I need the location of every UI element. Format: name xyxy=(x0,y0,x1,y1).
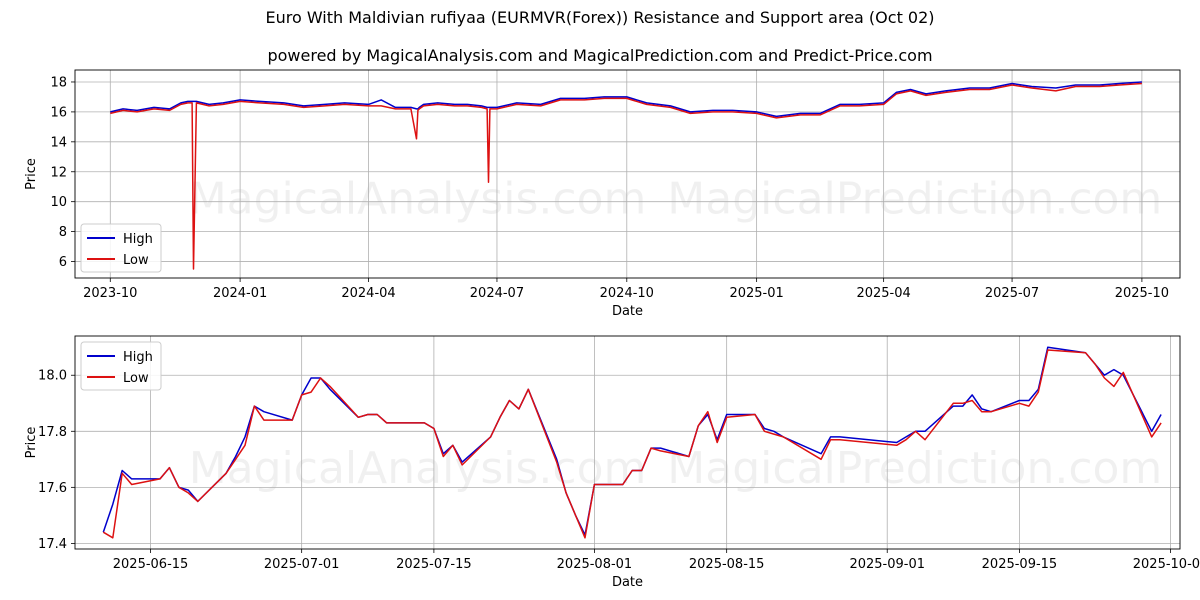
x-tick-label: 2025-08-01 xyxy=(557,557,633,572)
chart-title: Euro With Maldivian rufiyaa (EURMVR(Fore… xyxy=(265,8,935,27)
y-tick-label: 17.6 xyxy=(38,481,67,496)
y-tick-label: 10 xyxy=(50,195,67,210)
x-tick-label: 2023-10 xyxy=(83,286,137,301)
y-tick-label: 12 xyxy=(50,165,67,180)
series-line-low xyxy=(102,349,1162,539)
x-tick-label: 2025-01 xyxy=(729,286,783,301)
y-axis-label: Price xyxy=(24,427,39,459)
x-tick-label: 2024-10 xyxy=(600,286,654,301)
x-tick-label: 2025-10-01 xyxy=(1133,557,1200,572)
x-tick-label: 2024-01 xyxy=(213,286,267,301)
watermark: MagicalAnalysis.com MagicalPrediction.com xyxy=(189,443,1163,494)
series-line-low xyxy=(110,82,1142,270)
y-tick-label: 14 xyxy=(50,135,67,150)
watermark-right: MagicalPrediction.com xyxy=(667,443,1162,494)
y-tick-label: 17.8 xyxy=(38,425,67,440)
x-tick-label: 2025-08-15 xyxy=(689,557,765,572)
x-tick-label: 2025-07-15 xyxy=(396,557,472,572)
x-tick-label: 2025-10 xyxy=(1115,286,1169,301)
legend: High Low xyxy=(80,341,162,391)
x-tick-label: 2024-07 xyxy=(470,286,524,301)
plot-frame xyxy=(74,69,1181,279)
x-tick-label: 2025-09-15 xyxy=(982,557,1058,572)
chart-1: MagicalAnalysis.com MagicalPrediction.com… xyxy=(24,69,1181,319)
x-tick-label: 2025-06-15 xyxy=(113,557,189,572)
y-tick-label: 17.4 xyxy=(38,537,67,552)
x-tick-label: 2025-07-01 xyxy=(264,557,340,572)
x-axis-label: Date xyxy=(612,575,643,590)
y-tick-label: 6 xyxy=(59,255,67,270)
chart-subtitle: powered by MagicalAnalysis.com and Magic… xyxy=(267,46,933,65)
plot-frame xyxy=(74,335,1181,550)
legend-label-high: High xyxy=(123,232,153,247)
y-tick-label: 16 xyxy=(50,105,67,120)
legend-label-high: High xyxy=(123,350,153,365)
x-tick-label: 2025-07 xyxy=(985,286,1039,301)
y-tick-label: 18 xyxy=(50,75,67,90)
watermark-left: MagicalAnalysis.com xyxy=(189,443,647,494)
watermark: MagicalAnalysis.com MagicalPrediction.com xyxy=(189,174,1163,225)
x-tick-label: 2024-04 xyxy=(341,286,395,301)
watermark-left: MagicalAnalysis.com xyxy=(189,174,647,225)
x-axis-label: Date xyxy=(612,304,643,319)
y-tick-label: 8 xyxy=(59,225,67,240)
x-tick-label: 2025-04 xyxy=(856,286,910,301)
x-tick-label: 2025-09-01 xyxy=(849,557,925,572)
series-line-high xyxy=(110,81,1142,118)
legend: High Low xyxy=(80,223,162,273)
y-tick-label: 18.0 xyxy=(38,369,67,384)
legend-label-low: Low xyxy=(123,371,149,386)
watermark-right: MagicalPrediction.com xyxy=(667,174,1162,225)
legend-label-low: Low xyxy=(123,253,149,268)
chart-2: MagicalAnalysis.com MagicalPrediction.com… xyxy=(24,335,1200,590)
y-axis-label: Price xyxy=(24,158,39,190)
